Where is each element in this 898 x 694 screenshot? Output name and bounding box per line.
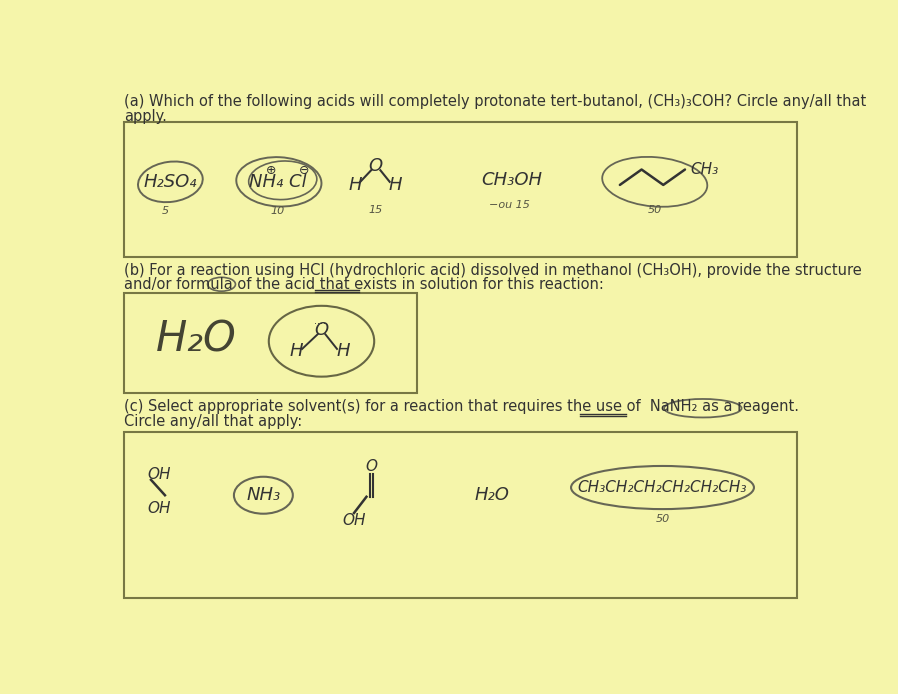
Text: H₂O: H₂O bbox=[474, 486, 509, 505]
Text: OH: OH bbox=[147, 467, 171, 482]
Bar bbox=[124, 293, 417, 393]
Text: (a) Which of the following acids will completely protonate tert-butanol, (CH₃)₃C: (a) Which of the following acids will co… bbox=[124, 94, 867, 109]
Text: H: H bbox=[348, 176, 362, 194]
Text: ··: ·· bbox=[313, 319, 320, 329]
Text: ··: ·· bbox=[320, 319, 326, 329]
Text: and/or formula of the acid that exists in solution for this reaction:: and/or formula of the acid that exists i… bbox=[124, 278, 603, 292]
Text: H: H bbox=[289, 342, 303, 360]
Text: 50: 50 bbox=[647, 205, 662, 215]
Text: NH₄ Cl: NH₄ Cl bbox=[249, 173, 306, 191]
Text: 15: 15 bbox=[368, 205, 383, 215]
Text: H: H bbox=[337, 342, 350, 360]
Text: NH₃: NH₃ bbox=[246, 486, 280, 505]
Text: CH₃OH: CH₃OH bbox=[480, 171, 541, 189]
Text: H: H bbox=[388, 176, 402, 194]
Text: OH: OH bbox=[147, 501, 171, 516]
Text: 50: 50 bbox=[656, 514, 670, 525]
Text: CH₃CH₂CH₂CH₂CH₂CH₃: CH₃CH₂CH₂CH₂CH₂CH₃ bbox=[577, 480, 747, 495]
Text: 5: 5 bbox=[162, 207, 169, 217]
Text: (c) Select appropriate solvent(s) for a reaction that requires the use of  NaNH₂: (c) Select appropriate solvent(s) for a … bbox=[124, 399, 799, 414]
Text: H₂O: H₂O bbox=[155, 319, 236, 361]
Text: apply.: apply. bbox=[124, 109, 167, 124]
Text: O: O bbox=[369, 158, 383, 176]
Text: Circle any/all that apply:: Circle any/all that apply: bbox=[124, 414, 302, 429]
Text: −ou 15: −ou 15 bbox=[489, 201, 530, 210]
Text: O: O bbox=[365, 459, 378, 474]
Text: (b) For a reaction using HCl (hydrochloric acid) dissolved in methanol (CH₃OH), : (b) For a reaction using HCl (hydrochlor… bbox=[124, 263, 861, 278]
Text: ⊕: ⊕ bbox=[266, 164, 277, 177]
Text: 10: 10 bbox=[270, 207, 285, 217]
Text: OH: OH bbox=[342, 513, 365, 528]
Bar bbox=[124, 121, 797, 257]
Text: ⊖: ⊖ bbox=[299, 164, 310, 177]
Text: H₂SO₄: H₂SO₄ bbox=[144, 173, 198, 191]
Text: CH₃: CH₃ bbox=[691, 162, 718, 177]
Bar bbox=[124, 432, 797, 598]
Text: O: O bbox=[314, 321, 329, 339]
